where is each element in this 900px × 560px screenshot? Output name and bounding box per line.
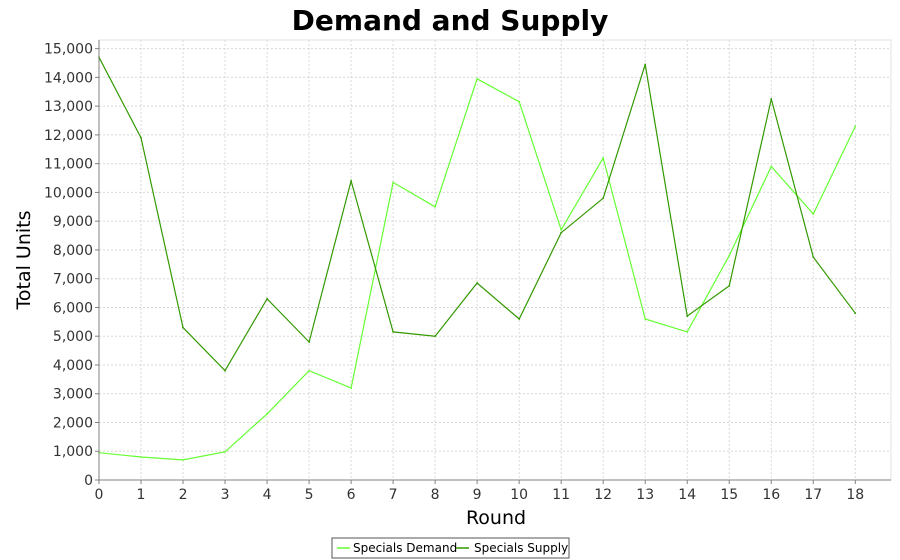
data-point: [434, 335, 437, 338]
data-point: [308, 369, 310, 372]
x-axis-label: Round: [466, 507, 526, 529]
x-tick-label: 2: [179, 487, 188, 503]
data-point: [266, 412, 268, 415]
y-tick-label: 14,000: [44, 70, 93, 86]
data-point: [518, 100, 521, 103]
data-point: [728, 254, 731, 257]
data-point: [644, 63, 647, 66]
y-tick-label: 2,000: [53, 415, 93, 431]
y-tick-label: 15,000: [44, 42, 93, 58]
y-tick-label: 5,000: [53, 329, 93, 345]
legend: Specials Demand Specials Supply: [331, 537, 570, 559]
legend-label: Specials Demand: [353, 541, 457, 555]
x-tick-label: 4: [263, 487, 272, 503]
x-tick-label: 5: [305, 487, 314, 503]
data-point: [182, 326, 184, 329]
data-point: [224, 450, 226, 453]
data-point: [770, 98, 773, 100]
y-tick-label: 0: [84, 473, 93, 489]
x-axis-ticks: 0 1 2 3 4 5 6 7 8 9 10 11 12 13 14 15 16 17 18: [95, 480, 864, 503]
y-tick-label: 1,000: [53, 444, 93, 460]
data-point: [392, 181, 395, 184]
x-tick-label: 12: [594, 487, 612, 503]
x-tick-label: 13: [636, 487, 654, 503]
y-tick-label: 11,000: [44, 157, 93, 173]
y-tick-label: 9,000: [53, 214, 93, 230]
y-tick-label: 7,000: [53, 272, 93, 288]
data-point: [308, 341, 310, 343]
y-tick-label: 13,000: [44, 99, 93, 115]
data-point: [224, 369, 226, 372]
data-point: [182, 458, 184, 461]
data-point: [686, 330, 689, 333]
y-tick-label: 3,000: [53, 387, 93, 403]
data-point: [476, 282, 479, 284]
grid-lines: [99, 40, 891, 480]
data-point: [434, 205, 437, 208]
x-tick-label: 9: [473, 487, 482, 503]
data-point: [686, 315, 689, 317]
x-tick-label: 14: [678, 487, 696, 503]
legend-box: [331, 537, 570, 559]
x-tick-label: 16: [762, 487, 780, 503]
data-point: [854, 312, 857, 315]
data-point: [518, 318, 521, 320]
y-tick-label: 4,000: [53, 358, 93, 374]
data-point: [602, 157, 605, 159]
y-tick-label: 12,000: [44, 128, 93, 144]
x-tick-label: 6: [347, 487, 356, 503]
data-point: [854, 125, 857, 128]
data-point: [140, 456, 142, 458]
data-point: [728, 284, 731, 287]
x-tick-label: 15: [720, 487, 738, 503]
data-point: [560, 231, 563, 234]
data-point: [644, 318, 647, 320]
chart-title: Demand and Supply: [292, 4, 609, 37]
data-point: [140, 136, 142, 139]
x-tick-label: 10: [510, 487, 528, 503]
data-point: [812, 213, 815, 215]
y-tick-label: 6,000: [53, 300, 93, 316]
data-point: [770, 165, 773, 168]
x-tick-label: 17: [804, 487, 822, 503]
x-tick-label: 11: [552, 487, 570, 503]
data-point: [350, 387, 352, 389]
y-tick-label: 10,000: [44, 185, 93, 201]
x-tick-label: 3: [221, 487, 230, 503]
data-point: [350, 180, 352, 182]
data-point: [560, 228, 563, 231]
data-point: [266, 297, 268, 300]
legend-label: Specials Supply: [474, 541, 568, 555]
x-tick-label: 18: [846, 487, 864, 503]
y-axis-ticks: 0 1,000 2,000 3,000 4,000 5,000 6,000 7,000 8,00…: [44, 42, 99, 489]
data-point: [602, 197, 605, 200]
data-point: [812, 256, 815, 259]
series-lines: [98, 56, 857, 461]
x-tick-label: 8: [431, 487, 440, 503]
y-axis-label: Total Units: [13, 211, 35, 311]
x-tick-label: 0: [95, 487, 104, 503]
y-tick-label: 8,000: [53, 243, 93, 259]
data-point: [392, 330, 395, 333]
data-point: [476, 77, 479, 80]
x-tick-label: 7: [389, 487, 398, 503]
x-tick-label: 1: [137, 487, 146, 503]
